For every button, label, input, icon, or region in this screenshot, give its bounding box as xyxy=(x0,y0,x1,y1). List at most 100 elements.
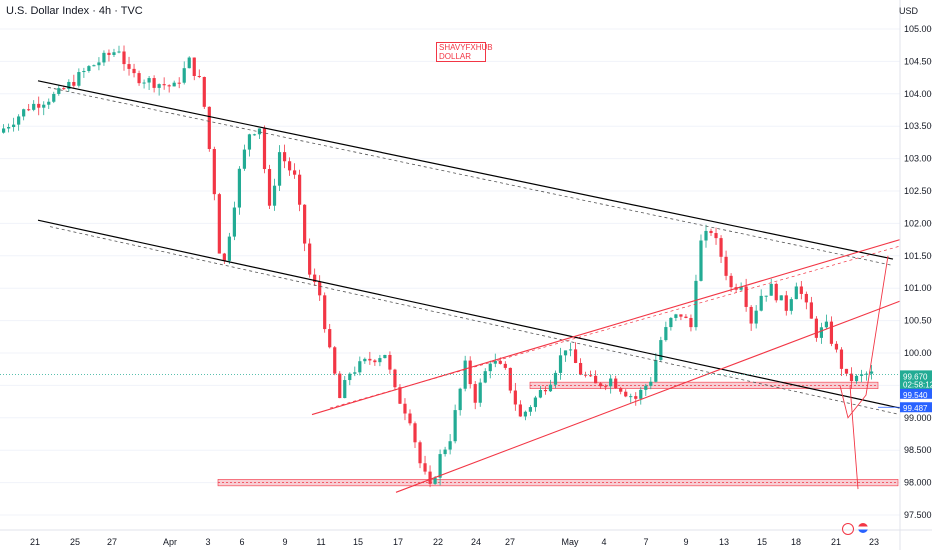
y-tick-label: 104.500 xyxy=(904,56,932,66)
candle-body xyxy=(629,396,633,398)
channel-upper-line xyxy=(37,80,894,260)
candle-body xyxy=(182,68,186,83)
candle-body xyxy=(859,374,864,376)
y-tick-label: 105.000 xyxy=(904,24,932,34)
candle-body xyxy=(32,103,36,110)
candle-body xyxy=(609,378,613,387)
flash-icon[interactable] xyxy=(842,523,854,535)
candle-body xyxy=(277,152,282,186)
candle-body xyxy=(187,57,191,69)
candle-body xyxy=(704,230,708,241)
candle-body xyxy=(849,373,854,382)
candle-body xyxy=(518,404,522,417)
candle-body xyxy=(52,93,56,102)
candle-body xyxy=(679,314,683,317)
candle-body xyxy=(634,396,638,399)
candle-body xyxy=(729,275,733,288)
candle-body xyxy=(553,372,558,385)
chart-title: U.S. Dollar Index · 4h · TVC xyxy=(6,5,143,17)
candle-body xyxy=(398,387,402,404)
y-tick-label: 102.500 xyxy=(904,186,932,196)
candle-body xyxy=(282,152,287,162)
level-a-label: 99.540 xyxy=(903,391,928,400)
level-b-label-bg xyxy=(900,402,932,413)
candle-body xyxy=(699,240,703,281)
candle-body xyxy=(548,384,553,392)
candle-body xyxy=(57,88,61,94)
candle-body xyxy=(488,363,492,372)
candle-body xyxy=(568,349,573,351)
candle-body xyxy=(739,286,743,290)
candle-body xyxy=(644,385,648,390)
candle-body xyxy=(724,256,728,276)
y-tick-label: 102.000 xyxy=(904,218,932,228)
x-tick-label: 9 xyxy=(282,537,287,547)
candle-body xyxy=(433,477,437,484)
candle-body xyxy=(403,403,407,414)
x-tick-label: 15 xyxy=(353,537,363,547)
candle-body xyxy=(493,360,497,364)
y-tick-label: 103.500 xyxy=(904,121,932,131)
candle-body xyxy=(247,134,252,150)
candle-body xyxy=(242,149,247,169)
candle-body xyxy=(132,68,136,74)
candle-body xyxy=(27,109,31,111)
us-flag-icon[interactable] xyxy=(858,523,868,533)
x-tick-label: Apr xyxy=(163,537,177,547)
candle-body xyxy=(107,52,111,55)
candle-body xyxy=(77,72,81,86)
candle-body xyxy=(353,372,357,374)
candle-body xyxy=(333,347,337,374)
x-tick-label: 11 xyxy=(316,537,325,547)
candle-body xyxy=(573,349,578,363)
candle-body xyxy=(779,295,783,301)
x-tick-label: 27 xyxy=(505,537,515,547)
candle-body xyxy=(308,243,312,275)
chart-grid xyxy=(0,28,900,516)
candle-body xyxy=(448,441,452,450)
candle-body xyxy=(408,413,412,424)
candle-body xyxy=(323,295,327,330)
candle-body xyxy=(17,116,21,125)
candle-body xyxy=(287,161,292,171)
y-tick-label: 98.000 xyxy=(904,478,932,488)
candle-body xyxy=(373,360,377,363)
candle-body xyxy=(157,84,161,88)
watermark: SHAVYFXHUB DOLLAR xyxy=(436,42,493,62)
y-tick-label: 100.500 xyxy=(904,316,932,326)
candle-body xyxy=(37,103,41,108)
candle-body xyxy=(147,78,151,83)
trendlines xyxy=(37,80,901,493)
candle-body xyxy=(649,381,653,386)
candle-body xyxy=(97,62,101,66)
candle-body xyxy=(543,390,548,392)
candle-body xyxy=(298,174,302,205)
candle-body xyxy=(789,299,793,311)
candle-body xyxy=(458,388,462,411)
candle-body xyxy=(192,57,196,76)
x-tick-label: 21 xyxy=(831,537,841,547)
candle-body xyxy=(62,88,66,90)
candle-body xyxy=(2,128,6,133)
candle-body xyxy=(177,82,181,84)
candle-body xyxy=(343,380,347,399)
candle-body xyxy=(378,358,382,363)
candle-body xyxy=(22,109,26,117)
candle-body xyxy=(443,449,447,455)
x-tick-label: 17 xyxy=(393,537,403,547)
wedge-upper-line xyxy=(311,239,901,416)
candle-body xyxy=(413,423,417,443)
x-tick-label: 18 xyxy=(791,537,801,547)
price-axis: 97.50098.00098.50099.00099.500100.000100… xyxy=(899,0,932,550)
currency-label[interactable]: USD xyxy=(898,6,918,16)
candle-body xyxy=(829,321,834,344)
x-tick-label: 25 xyxy=(70,537,80,547)
candle-body xyxy=(794,286,798,300)
candle-body xyxy=(418,442,422,464)
candle-body xyxy=(599,383,603,387)
candle-body xyxy=(844,368,849,374)
candle-body xyxy=(383,354,387,359)
channel-upper-dashed xyxy=(47,86,894,266)
projection-bear xyxy=(849,385,859,490)
